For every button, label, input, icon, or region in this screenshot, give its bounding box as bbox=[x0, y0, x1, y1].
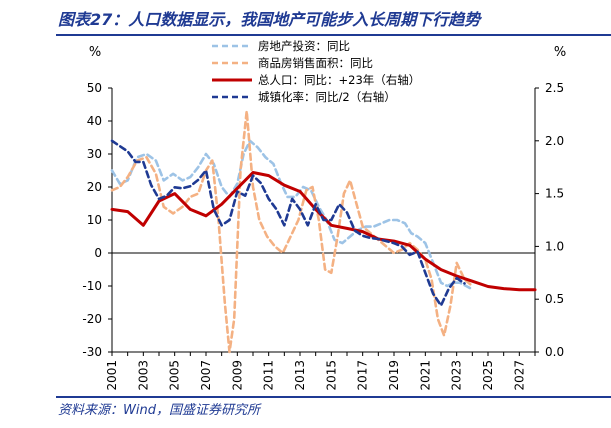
x-tick-label: 2025 bbox=[481, 360, 495, 391]
left-tick-label: -20 bbox=[82, 312, 102, 326]
legend-label-2: 商品房销售面积：同比 bbox=[258, 56, 373, 70]
bottom-rule bbox=[56, 396, 611, 398]
x-tick-label: 2017 bbox=[356, 360, 370, 391]
legend-label-4: 城镇化率：同比/2（右轴） bbox=[258, 90, 396, 104]
x-tick-label: 2015 bbox=[324, 360, 338, 391]
legend-label-3: 总人口：同比：+23年（右轴） bbox=[258, 73, 420, 87]
right-tick-label: 1.5 bbox=[545, 187, 564, 201]
x-tick-label: 2011 bbox=[262, 360, 276, 391]
legend-label-1: 房地产投资：同比 bbox=[258, 39, 350, 53]
x-tick-label: 2007 bbox=[199, 360, 213, 391]
left-tick-label: 50 bbox=[87, 81, 102, 95]
x-tick-label: 2023 bbox=[450, 360, 464, 391]
series-line-3 bbox=[110, 171, 537, 292]
right-tick-label: 0.5 bbox=[545, 292, 564, 306]
x-tick-label: 2003 bbox=[136, 360, 150, 391]
left-tick-label: 20 bbox=[87, 180, 102, 194]
x-tick-label: 2001 bbox=[105, 360, 119, 391]
left-tick-label: -30 bbox=[82, 345, 102, 359]
chart-title: 图表27：人口数据显示，我国地产可能步入长周期下行趋势 bbox=[58, 10, 481, 29]
x-tick-label: 2021 bbox=[418, 360, 432, 391]
left-tick-label: 30 bbox=[87, 147, 102, 161]
left-axis-unit-label: % bbox=[89, 45, 101, 60]
x-tick-label: 2009 bbox=[230, 360, 244, 391]
left-tick-label: 10 bbox=[87, 213, 102, 227]
left-tick-label: 40 bbox=[87, 114, 102, 128]
right-axis-unit-label: % bbox=[554, 45, 566, 60]
x-tick-label: 2005 bbox=[168, 360, 182, 391]
x-tick-label: 2019 bbox=[387, 360, 401, 391]
series-line-4 bbox=[110, 139, 466, 307]
left-tick-label: 0 bbox=[94, 246, 102, 260]
source-note: 资料来源：Wind，国盛证券研究所 bbox=[58, 403, 260, 418]
series-line-2 bbox=[110, 109, 474, 354]
top-rule bbox=[56, 34, 611, 36]
left-tick-label: -10 bbox=[82, 279, 102, 293]
series-line-1 bbox=[110, 139, 474, 291]
right-tick-label: 2.0 bbox=[545, 134, 564, 148]
x-tick-label: 2013 bbox=[293, 360, 307, 391]
x-tick-label: 2027 bbox=[512, 360, 526, 391]
right-tick-label: 1.0 bbox=[545, 239, 564, 253]
right-tick-label: 2.5 bbox=[545, 81, 564, 95]
right-tick-label: 0.0 bbox=[545, 345, 564, 359]
